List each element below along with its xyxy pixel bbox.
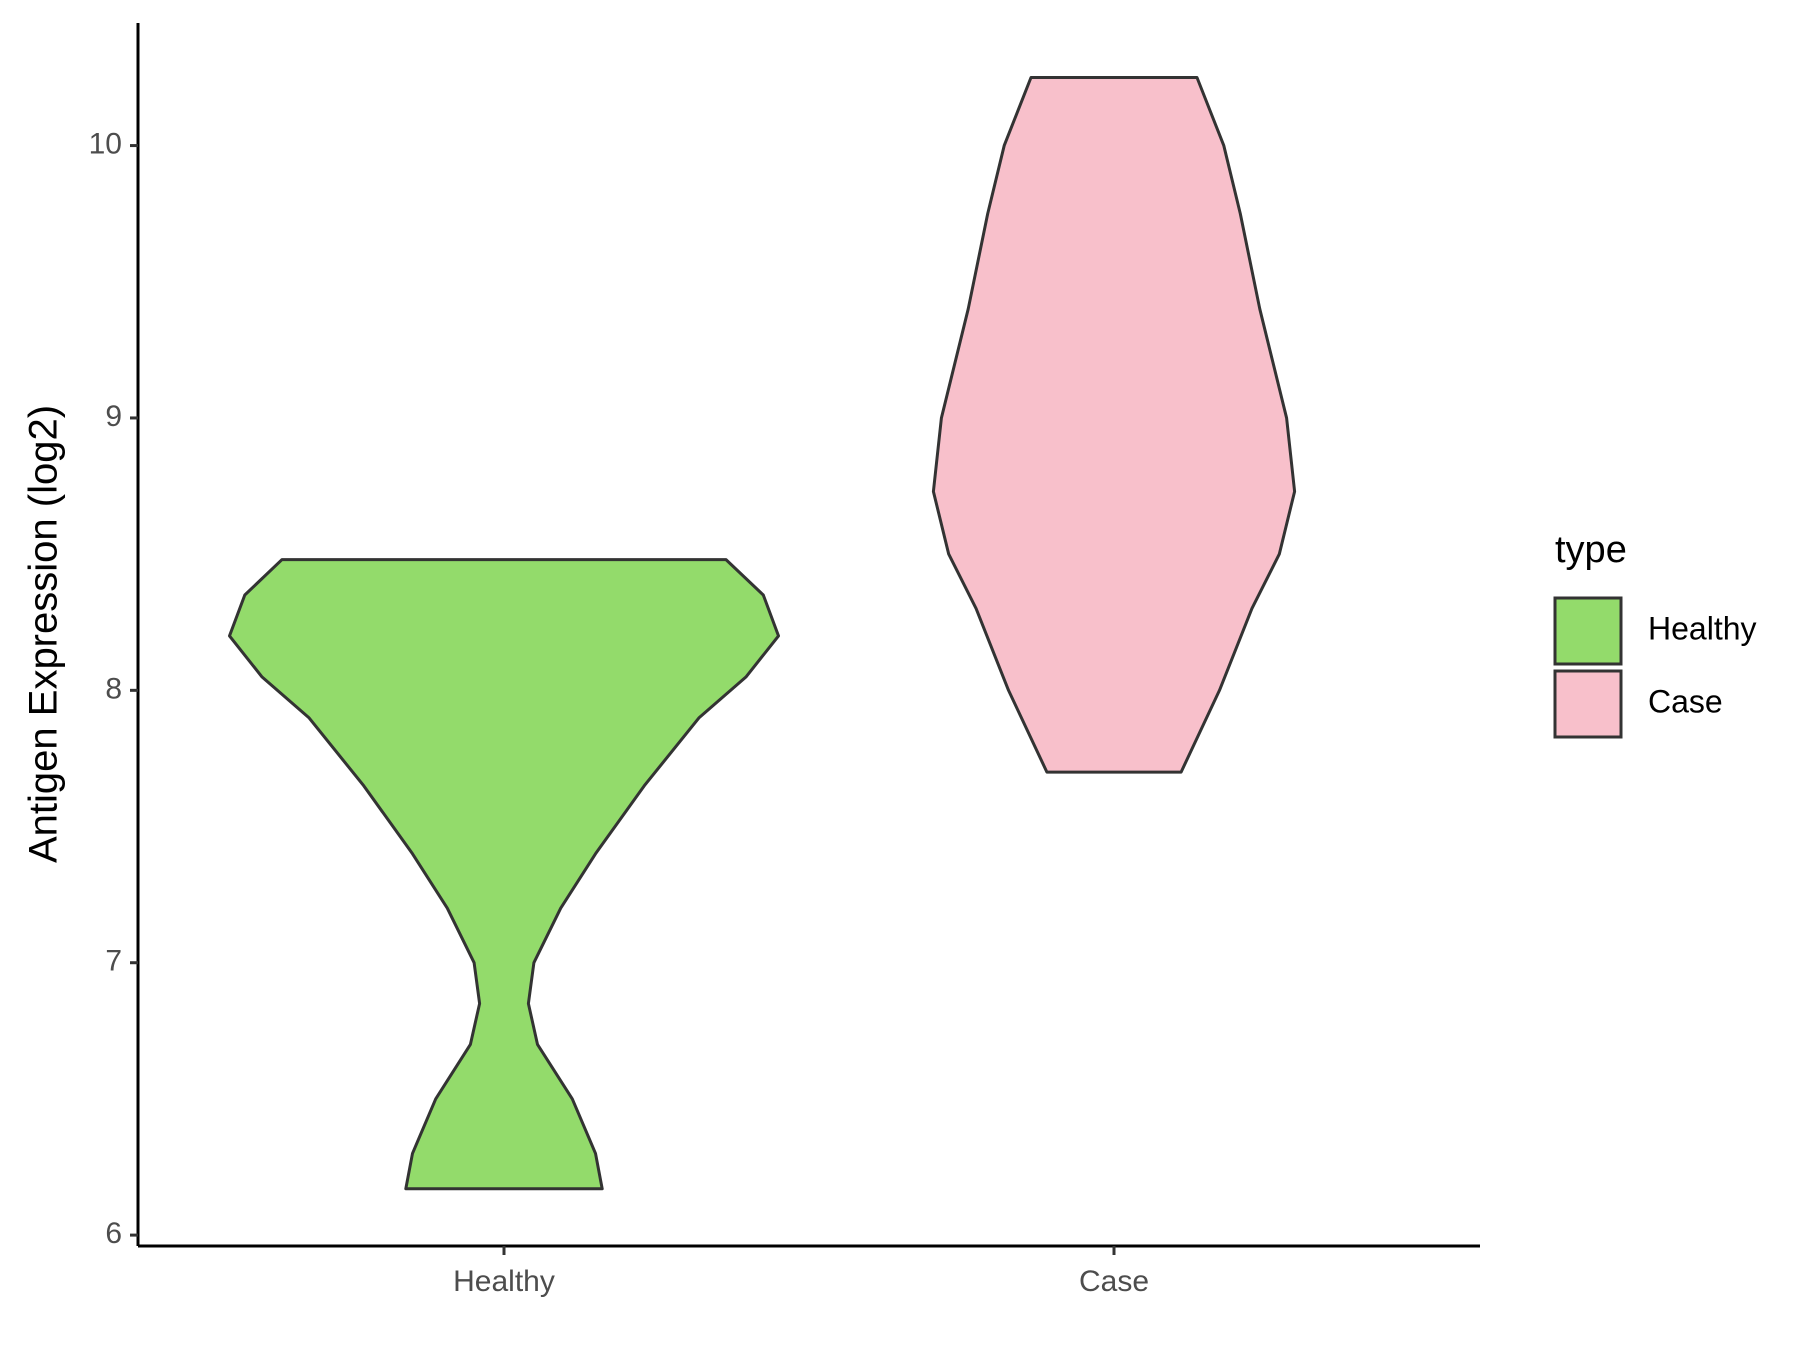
y-axis-label: Antigen Expression (log2) [22,405,66,863]
legend-title: type [1555,529,1627,571]
x-tick-label: Healthy [453,1265,555,1298]
y-tick-label: 6 [105,1217,122,1250]
legend-label: Healthy [1648,610,1757,646]
legend-key [1553,596,1623,666]
x-tick-label: Case [1079,1265,1149,1298]
legend-key [1553,669,1623,739]
y-tick-label: 8 [105,672,122,705]
y-tick-label: 7 [105,945,122,978]
y-tick-label: 10 [89,127,122,160]
violin [931,76,1297,774]
legend-label: Case [1648,683,1723,719]
violin [228,558,780,1191]
y-tick-label: 9 [105,400,122,433]
